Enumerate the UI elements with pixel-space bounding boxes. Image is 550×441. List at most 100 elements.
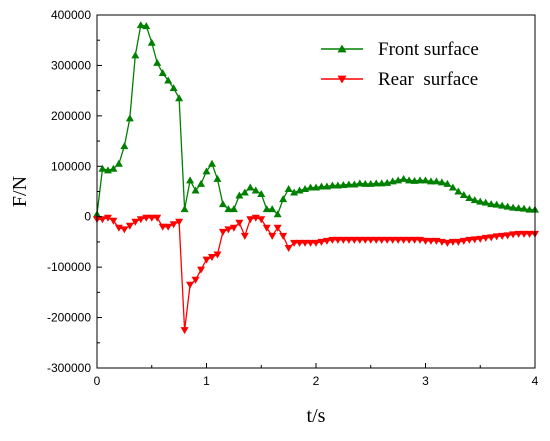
rear-surface-point — [142, 214, 151, 222]
front-surface-point — [476, 197, 485, 205]
rear-surface-point — [295, 239, 304, 247]
rear-surface-point — [98, 216, 107, 224]
front-surface-point — [131, 51, 140, 59]
rear-surface-point — [405, 236, 414, 244]
front-surface-point — [218, 200, 227, 208]
rear-surface-point — [383, 236, 392, 244]
rear-surface-point — [498, 232, 507, 240]
front-surface-point — [366, 179, 375, 187]
y-axis-title: F/N — [9, 176, 31, 207]
rear-surface-point — [361, 236, 370, 244]
rear-surface-point — [257, 216, 266, 224]
x-tick-label: 4 — [532, 374, 539, 388]
legend-label-rear: Rear surface — [378, 69, 478, 90]
front-surface-point — [164, 76, 173, 84]
front-surface-point — [509, 203, 518, 211]
front-surface-point — [443, 179, 452, 187]
front-surface-point — [344, 180, 353, 188]
y-tick-label: -100000 — [47, 260, 91, 274]
front-surface-point — [169, 84, 178, 92]
front-surface-point — [147, 38, 156, 46]
rear-surface-point — [372, 236, 381, 244]
rear-surface-point — [322, 237, 331, 245]
front-surface-point — [437, 178, 446, 186]
y-tick-label: 300000 — [51, 58, 91, 72]
y-tick-label: 100000 — [51, 159, 91, 173]
legend-label-front: Front surface — [378, 39, 479, 60]
rear-surface-point — [218, 228, 227, 236]
rear-surface-point — [306, 239, 315, 247]
rear-surface-point — [448, 238, 457, 246]
front-surface-point — [333, 181, 342, 189]
rear-surface-point — [388, 236, 397, 244]
rear-surface-point — [120, 226, 129, 234]
rear-surface-point — [273, 224, 282, 232]
rear-surface-point — [279, 232, 288, 240]
front-surface-point — [186, 176, 195, 184]
front-surface-point — [481, 198, 490, 206]
rear-surface-point — [186, 281, 195, 289]
front-surface-point — [235, 191, 244, 199]
x-tick-label: 0 — [94, 374, 101, 388]
rear-surface-point — [525, 230, 534, 238]
rear-surface-point — [333, 236, 342, 244]
front-surface-point — [498, 201, 507, 209]
front-surface-point — [191, 186, 200, 194]
front-surface-point — [426, 177, 435, 185]
rear-surface-point — [503, 232, 512, 240]
front-surface-point — [421, 176, 430, 184]
rear-surface-point — [224, 226, 233, 234]
rear-surface-point — [235, 219, 244, 227]
rear-surface-point — [350, 236, 359, 244]
front-surface-point — [416, 176, 425, 184]
rear-surface-point — [153, 214, 162, 222]
front-surface-point — [180, 205, 189, 213]
rear-surface-point — [290, 239, 299, 247]
rear-surface-point — [339, 236, 348, 244]
rear-surface-point — [262, 224, 271, 232]
front-surface-point — [268, 205, 277, 213]
x-tick-label: 3 — [422, 374, 429, 388]
front-surface-point — [202, 167, 211, 175]
legend-marker-front — [337, 44, 347, 53]
front-surface-point — [514, 204, 523, 212]
front-surface-point — [125, 114, 134, 122]
rear-surface-point — [180, 327, 189, 335]
rear-surface-point — [109, 217, 118, 225]
rear-surface-point — [169, 221, 178, 229]
rear-surface-point — [514, 230, 523, 238]
front-surface-point — [197, 179, 206, 187]
front-surface-point — [361, 179, 370, 187]
rear-surface-point — [229, 224, 238, 232]
y-tick-label: -200000 — [47, 311, 91, 325]
front-surface-point — [405, 176, 414, 184]
rear-surface-point — [465, 236, 474, 244]
rear-surface-point — [509, 231, 518, 239]
rear-surface-point — [421, 237, 430, 245]
front-surface-point — [377, 179, 386, 187]
front-surface-point — [339, 180, 348, 188]
front-surface-point — [410, 176, 419, 184]
rear-surface-point — [470, 236, 479, 244]
series-layer — [93, 21, 539, 335]
rear-surface-point — [103, 214, 112, 222]
front-surface-point — [306, 183, 315, 191]
front-surface-point — [525, 205, 534, 213]
rear-surface-point — [268, 232, 277, 240]
rear-surface-point — [410, 236, 419, 244]
x-tick-label: 1 — [203, 374, 210, 388]
rear-surface-point — [207, 254, 216, 262]
rear-surface-point — [312, 239, 320, 247]
rear-surface-point — [443, 239, 452, 247]
front-surface-point — [470, 196, 479, 204]
front-surface-point — [372, 179, 381, 187]
front-surface-point — [213, 174, 222, 182]
front-surface-point — [251, 186, 260, 194]
legend-marker-rear — [337, 75, 347, 84]
front-surface-point — [207, 159, 216, 167]
rear-surface-point — [454, 238, 463, 246]
rear-surface-point — [317, 238, 326, 246]
rear-surface-point — [344, 236, 353, 244]
rear-surface-point — [284, 244, 293, 252]
